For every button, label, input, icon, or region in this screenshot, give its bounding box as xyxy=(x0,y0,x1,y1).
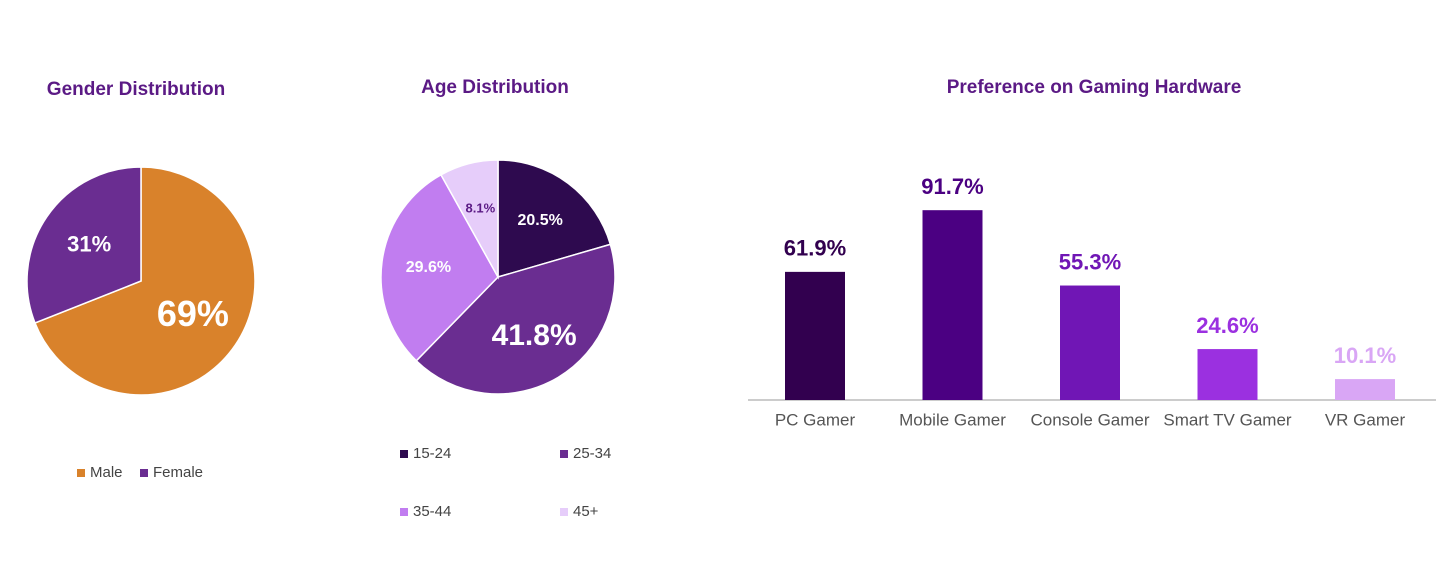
legend-label: Male xyxy=(90,464,123,481)
slice-label: 69% xyxy=(157,293,229,334)
pie-slice xyxy=(380,173,499,362)
pie-slice xyxy=(415,243,616,395)
bar-value-label: 61.9% xyxy=(784,236,846,261)
legend-swatch xyxy=(560,450,568,458)
bar xyxy=(1197,349,1258,400)
pie-slice xyxy=(439,159,499,280)
bar xyxy=(1335,379,1395,400)
pie-slice xyxy=(34,166,256,396)
legend-swatch xyxy=(400,450,408,458)
slice-label: 31% xyxy=(67,232,111,257)
legend-swatch xyxy=(560,508,568,516)
bar-value-label: 10.1% xyxy=(1334,343,1396,368)
legend-swatch xyxy=(140,469,148,477)
legend-swatch xyxy=(400,508,408,516)
legend-label: 15-24 xyxy=(413,445,451,462)
chart-title: Gender Distribution xyxy=(47,79,225,100)
bar-value-label: 24.6% xyxy=(1196,313,1258,338)
slice-label: 20.5% xyxy=(517,212,562,229)
slice-label: 29.6% xyxy=(406,259,451,276)
slice-label: 8.1% xyxy=(466,200,496,215)
pie-slice xyxy=(26,166,142,324)
legend-label: Female xyxy=(153,464,203,481)
pie-slice xyxy=(497,159,612,278)
bar xyxy=(922,210,983,400)
bar xyxy=(1060,285,1120,400)
bar-value-label: 91.7% xyxy=(921,174,983,199)
x-tick-label: VR Gamer xyxy=(1325,410,1406,429)
legend-swatch xyxy=(77,469,85,477)
x-tick-label: Smart TV Gamer xyxy=(1163,410,1291,429)
legend-label: 25-34 xyxy=(573,445,611,462)
bar xyxy=(785,271,845,400)
x-tick-label: Console Gamer xyxy=(1030,410,1149,429)
slice-label: 41.8% xyxy=(492,319,577,352)
legend-label: 35-44 xyxy=(413,503,451,520)
chart-title: Age Distribution xyxy=(421,77,569,98)
x-tick-label: Mobile Gamer xyxy=(899,410,1006,429)
legend-label: 45+ xyxy=(573,503,599,520)
x-tick-label: PC Gamer xyxy=(775,410,856,429)
chart-title: Preference on Gaming Hardware xyxy=(947,77,1242,98)
bar-value-label: 55.3% xyxy=(1059,249,1121,274)
